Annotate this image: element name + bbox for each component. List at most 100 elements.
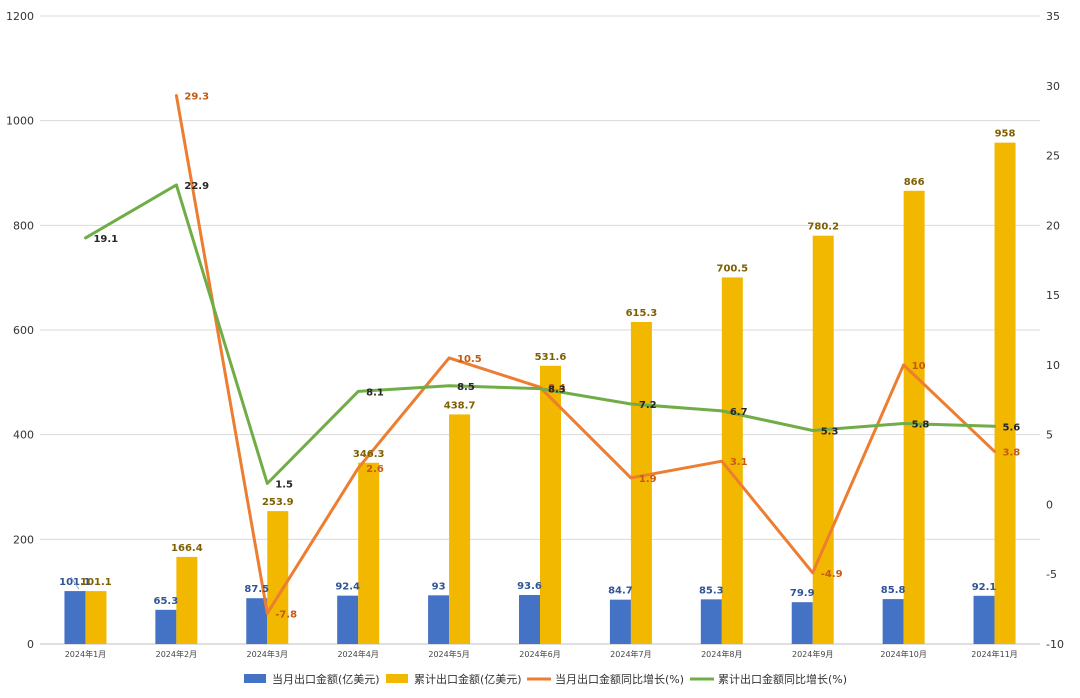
bar-value-label: 65.3 [154, 596, 179, 607]
line-value-label: 6.7 [730, 407, 748, 418]
bar [812, 235, 834, 645]
bar-value-label: 93 [432, 581, 446, 592]
category-label: 2024年8月 [701, 649, 742, 659]
category-label: 2024年5月 [428, 649, 469, 659]
bar-value-label: 958 [995, 129, 1016, 140]
right-tick-label: 15 [1046, 289, 1060, 302]
bar [791, 602, 813, 644]
series-line [84, 183, 996, 485]
data-labels: 101.1 65.3 87.5 92.4 93 93.6 84.7 85.3 79.9 85.8 9… [59, 92, 1020, 621]
line-value-label: 5.3 [821, 426, 839, 437]
line-value-label: 3.1 [730, 457, 748, 468]
bar [85, 591, 107, 644]
bar-value-label: 531.6 [535, 352, 567, 363]
label-leader-line [70, 576, 80, 590]
bar-value-label: 253.9 [262, 497, 294, 508]
bar [64, 591, 86, 644]
right-tick-label: 0 [1046, 498, 1053, 511]
line-value-label: 8.4 [548, 383, 566, 394]
bar [721, 277, 743, 644]
line-value-label: 19.1 [93, 234, 118, 245]
legend-label: 累计出口金额(亿美元) [414, 672, 522, 686]
x-axis: 2024年1月 2024年2月 2024年3月 2024年4月 2024年5月 2024年… [40, 643, 1040, 659]
line-value-label: 29.3 [184, 92, 209, 103]
legend-label: 当月出口金额(亿美元) [272, 672, 380, 686]
bar [337, 595, 359, 644]
left-tick-label: 400 [13, 429, 34, 442]
category-label: 2024年11月 [971, 649, 1018, 659]
bar-value-label: 87.5 [244, 584, 269, 595]
right-tick-label: -5 [1046, 568, 1057, 581]
line-value-label: 1.5 [275, 480, 293, 491]
line-value-label: 8.3 [548, 385, 566, 396]
line-value-label: 10.5 [457, 354, 482, 365]
bar-value-label: 438.7 [444, 400, 476, 411]
right-tick-label: -10 [1046, 638, 1064, 651]
category-label: 2024年7月 [610, 649, 651, 659]
right-tick-label: 20 [1046, 219, 1060, 232]
bar [609, 599, 631, 644]
legend-label: 累计出口金额同比增长(%) [718, 672, 847, 686]
right-tick-label: 25 [1046, 150, 1060, 163]
bar-value-label: 92.1 [972, 582, 997, 593]
category-label: 2024年1月 [65, 649, 106, 659]
bar-value-label: 700.5 [716, 263, 748, 274]
bar [519, 595, 540, 644]
line-value-label: 1.9 [639, 474, 657, 485]
bar-value-label: 346.3 [353, 449, 385, 460]
left-axis: 0 200 400 600 800 1000 1200 [6, 10, 34, 651]
bar-value-label: 101.1 [80, 577, 112, 588]
bar [630, 321, 652, 644]
line-value-label: 22.9 [184, 181, 209, 192]
bar-value-label: 84.7 [608, 586, 633, 597]
legend-swatch [244, 674, 266, 683]
category-label: 2024年10月 [880, 649, 927, 659]
category-label: 2024年4月 [337, 649, 378, 659]
bar [358, 462, 380, 644]
category-label: 2024年6月 [519, 649, 560, 659]
category-label: 2024年3月 [247, 649, 288, 659]
bar [700, 599, 722, 644]
left-tick-label: 800 [13, 219, 34, 232]
right-axis: -10 -5 0 5 10 15 20 25 30 35 [1046, 10, 1064, 651]
bar [973, 595, 995, 644]
right-tick-label: 5 [1046, 429, 1053, 442]
right-tick-label: 30 [1046, 80, 1060, 93]
bar-value-label: 79.9 [790, 588, 815, 599]
line-value-label: 10 [912, 361, 926, 372]
bar [540, 365, 561, 644]
line-series [84, 94, 996, 615]
bar [449, 414, 471, 644]
bar-value-label: 166.4 [171, 543, 203, 554]
bar [176, 556, 198, 644]
line-value-label: 2.6 [366, 464, 384, 475]
legend-swatch [386, 674, 408, 683]
category-label: 2024年2月 [156, 649, 197, 659]
line-value-label: 8.1 [366, 387, 384, 398]
bar-value-label: 92.4 [335, 582, 360, 593]
bar [428, 595, 450, 644]
line-value-label: 5.8 [912, 420, 930, 431]
line-value-label: 5.6 [1003, 422, 1021, 433]
bar [903, 190, 925, 644]
bar-series [64, 142, 1016, 645]
legend-label: 当月出口金额同比增长(%) [555, 672, 684, 686]
right-tick-label: 10 [1046, 359, 1060, 372]
line-value-label: 8.5 [457, 382, 475, 393]
bar-value-label: 866 [904, 177, 925, 188]
bar-value-label: 780.2 [807, 222, 839, 233]
legend: 当月出口金额(亿美元) 累计出口金额(亿美元) 当月出口金额同比增长(%) 累计出口金… [244, 672, 847, 686]
bar [267, 511, 289, 644]
bar [994, 142, 1016, 644]
category-label: 2024年9月 [792, 649, 833, 659]
series-line [174, 94, 996, 615]
right-tick-label: 35 [1046, 10, 1060, 23]
left-tick-label: 1200 [6, 10, 34, 23]
left-tick-label: 600 [13, 324, 34, 337]
left-tick-label: 0 [27, 638, 34, 651]
left-tick-label: 1000 [6, 115, 34, 128]
line-value-label: -4.9 [821, 569, 843, 580]
bar-value-label: 85.8 [881, 585, 906, 596]
line-value-label: -7.8 [275, 609, 297, 620]
